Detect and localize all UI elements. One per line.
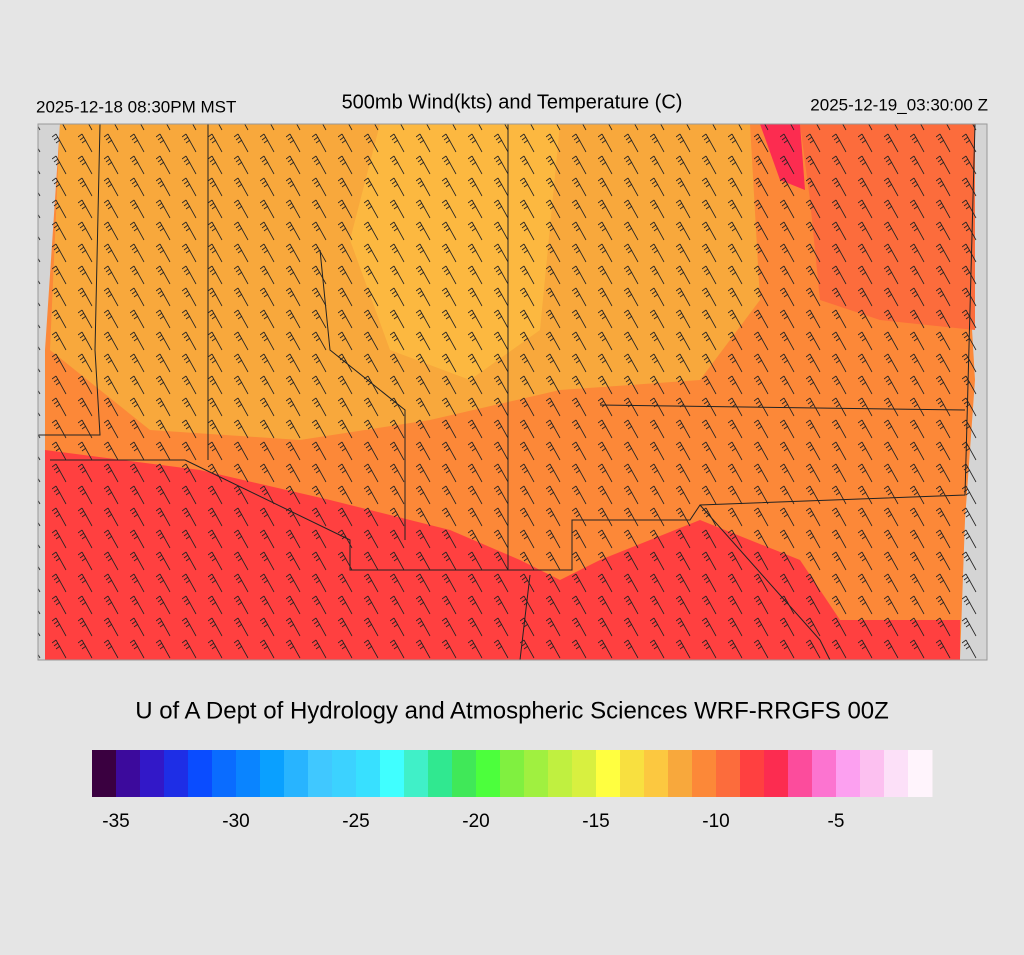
color-swatch: [476, 750, 501, 797]
color-swatch: [236, 750, 261, 797]
color-swatch: [620, 750, 645, 797]
color-swatch: [548, 750, 573, 797]
color-swatch: [212, 750, 237, 797]
color-swatch: [332, 750, 357, 797]
footer: U of A Dept of Hydrology and Atmospheric…: [135, 697, 889, 724]
valid-time-local: 2025-12-18 08:30PM MST: [36, 97, 236, 116]
color-swatch: [356, 750, 381, 797]
color-swatch: [500, 750, 525, 797]
map-title: 500mb Wind(kts) and Temperature (C): [342, 91, 683, 113]
color-swatch: [404, 750, 429, 797]
color-swatch: [908, 750, 933, 797]
color-swatch: [284, 750, 309, 797]
color-swatch: [740, 750, 765, 797]
color-swatch: [92, 750, 117, 797]
color-swatch: [140, 750, 165, 797]
color-swatch: [668, 750, 693, 797]
colorbar-tick-label: -10: [702, 811, 729, 832]
colorbar-tick-label: -35: [102, 811, 129, 832]
color-swatch: [860, 750, 885, 797]
color-swatch: [380, 750, 405, 797]
map-frame: [37, 123, 988, 661]
color-swatch: [644, 750, 669, 797]
color-swatch: [572, 750, 597, 797]
colorbar-tick-label: -15: [582, 811, 609, 832]
color-swatch: [452, 750, 477, 797]
valid-time-utc: 2025-12-19_03:30:00 Z: [810, 95, 988, 114]
color-swatch: [164, 750, 189, 797]
colorbar-tick-label: -25: [342, 811, 369, 832]
color-swatch: [884, 750, 909, 797]
color-swatch: [116, 750, 141, 797]
color-swatch: [788, 750, 813, 797]
boundaries: [38, 124, 976, 660]
color-swatch: [764, 750, 789, 797]
color-swatch: [524, 750, 549, 797]
color-swatch: [188, 750, 213, 797]
colorbar-tick-label: -5: [828, 811, 845, 832]
color-swatch: [836, 750, 861, 797]
color-swatch: [716, 750, 741, 797]
color-swatch: [692, 750, 717, 797]
color-swatch: [596, 750, 621, 797]
colorbar: -35 -30 -25 -20 -15 -10 -5: [92, 750, 933, 832]
color-swatch: [428, 750, 453, 797]
map: [38, 124, 987, 660]
color-swatch: [812, 750, 837, 797]
color-swatch: [260, 750, 285, 797]
colorbar-tick-label: -30: [222, 811, 249, 832]
wind-barbs: [38, 124, 987, 660]
colorbar-tick-label: -20: [462, 811, 489, 832]
color-swatch: [308, 750, 333, 797]
